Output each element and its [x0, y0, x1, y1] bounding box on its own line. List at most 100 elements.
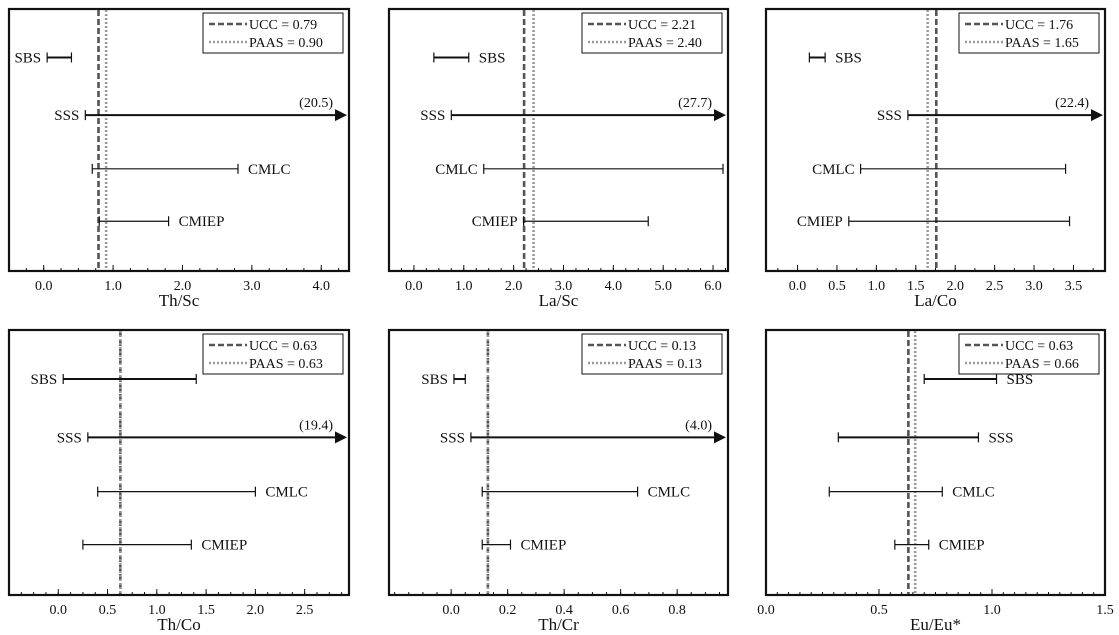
range-cmiep: CMIEP [894, 538, 985, 554]
panel-4: 0.0 0.5 1.0 1.5 2.0 2.5 Th/Co SBS (19.4) SSS CMLC C… [7, 328, 351, 634]
legend-entry-ucc: UCC = 0.63 [249, 339, 317, 354]
tick-label: 3.0 [1025, 279, 1043, 294]
legend-box [202, 12, 344, 54]
legend-box [202, 333, 344, 375]
range-label: CMIEP [472, 214, 518, 230]
legend: UCC = 0.63 PAAS = 0.63 [202, 333, 344, 375]
plot-frame [7, 328, 351, 597]
range-sbs: SBS [421, 372, 466, 388]
tick-label: 5.0 [654, 279, 672, 294]
tick-label: 0.5 [828, 279, 846, 294]
plot-frame [387, 328, 730, 597]
range-cmlc: CMLC [91, 162, 291, 178]
range-cmlc: CMLC [435, 162, 724, 178]
legend-box [581, 12, 723, 54]
panel-2: 0.0 1.0 2.0 3.0 4.0 5.0 6.0 La/Sc SBS (27.7) SSS CM… [387, 7, 730, 310]
range-label: CMIEP [179, 214, 225, 230]
range-max-label: (4.0) [685, 418, 712, 433]
tick-label: 1.0 [983, 603, 1001, 618]
range-arrowhead [335, 431, 347, 444]
range-cmiep: CMIEP [98, 214, 225, 230]
panel-5: 0.0 0.2 0.4 0.6 0.8 Th/Cr SBS (4.0) SSS CMLC CMIEP… [387, 328, 730, 634]
range-sbs: SBS [808, 50, 862, 66]
range-label: SBS [1007, 372, 1034, 388]
tick-label: 0.8 [668, 603, 686, 618]
legend: UCC = 0.13 PAAS = 0.13 [581, 333, 723, 375]
legend-entry-paas: PAAS = 0.66 [1005, 357, 1079, 372]
range-label: SBS [14, 50, 41, 66]
panel-6: 0.0 0.5 1.0 1.5 Eu/Eu* SBS SSS CMLC CMIEP UCC = 0… [757, 328, 1114, 634]
range-arrowhead [714, 431, 726, 444]
legend-entry-ucc: UCC = 0.13 [628, 339, 696, 354]
range-sbs: SBS [433, 50, 506, 66]
range-max-label: (19.4) [299, 418, 333, 433]
range-sbs: SBS [923, 372, 1034, 388]
tick-label: 1.0 [104, 279, 122, 294]
tick-label: 1.5 [197, 603, 215, 618]
range-sss: (20.5) SSS [54, 96, 347, 124]
tick-label: 3.5 [1065, 279, 1083, 294]
range-label: SSS [877, 108, 902, 124]
x-axis-label: La/Sc [539, 291, 579, 310]
range-label: CMIEP [520, 538, 566, 554]
legend-entry-ucc: UCC = 0.63 [1005, 339, 1073, 354]
legend-entry-paas: PAAS = 1.65 [1005, 36, 1079, 51]
legend-box [581, 333, 723, 375]
x-axis-label: Eu/Eu* [910, 615, 961, 634]
legend-entry-ucc: UCC = 2.21 [628, 18, 696, 33]
tick-label: 2.0 [247, 603, 265, 618]
legend: UCC = 1.76 PAAS = 1.65 [958, 12, 1100, 54]
range-sss: (22.4) SSS [877, 96, 1103, 124]
tick-label: 1.5 [1096, 603, 1114, 618]
tick-label: 0.0 [757, 603, 775, 618]
x-axis-label: Th/Co [157, 615, 200, 634]
legend-entry-ucc: UCC = 1.76 [1005, 18, 1073, 33]
range-label: SSS [57, 430, 82, 446]
range-arrowhead [335, 109, 347, 122]
tick-label: 2.0 [174, 279, 192, 294]
range-label: SSS [420, 108, 445, 124]
tick-label: 1.0 [455, 279, 473, 294]
plot-frame [7, 7, 351, 273]
range-label: CMIEP [201, 538, 247, 554]
tick-label: 0.4 [555, 603, 573, 618]
tick-label: 3.0 [243, 279, 261, 294]
range-label: CMLC [812, 162, 855, 178]
tick-label: 6.0 [704, 279, 722, 294]
tick-label: 1.5 [907, 279, 925, 294]
tick-label: 2.0 [505, 279, 523, 294]
tick-label: 2.0 [946, 279, 964, 294]
range-label: CMLC [648, 485, 691, 501]
range-cmiep: CMIEP [797, 214, 1071, 230]
range-label: CMLC [265, 485, 308, 501]
panel-3: 0.0 0.5 1.0 1.5 2.0 2.5 3.0 3.5 La/Co SBS (22.4) SS… [764, 7, 1107, 310]
legend-entry-paas: PAAS = 2.40 [628, 36, 702, 51]
range-label: CMIEP [939, 538, 985, 554]
range-arrowhead [714, 109, 726, 122]
tick-label: 3.0 [555, 279, 573, 294]
range-cmlc: CMLC [812, 162, 1067, 178]
plot-frame [387, 7, 730, 273]
range-label: SBS [479, 50, 506, 66]
range-cmlc: CMLC [481, 485, 691, 501]
x-axis-label: Th/Sc [159, 291, 200, 310]
range-cmlc: CMLC [97, 485, 308, 501]
tick-label: 2.5 [296, 603, 314, 618]
tick-label: 0.5 [99, 603, 117, 618]
tick-label: 0.0 [50, 603, 68, 618]
x-axis-label: Th/Cr [538, 615, 579, 634]
tick-label: 4.0 [605, 279, 623, 294]
tick-label: 4.0 [312, 279, 330, 294]
tick-label: 0.0 [789, 279, 807, 294]
x-axis-label: La/Co [914, 291, 957, 310]
range-arrowhead [1091, 109, 1103, 122]
range-sss: (19.4) SSS [57, 418, 347, 446]
legend-entry-paas: PAAS = 0.13 [628, 357, 702, 372]
range-cmiep: CMIEP [472, 214, 649, 230]
range-label: SBS [30, 372, 57, 388]
range-label: CMLC [248, 162, 291, 178]
legend-entry-paas: PAAS = 0.63 [249, 357, 323, 372]
range-label: SBS [835, 50, 862, 66]
tick-label: 1.0 [868, 279, 886, 294]
